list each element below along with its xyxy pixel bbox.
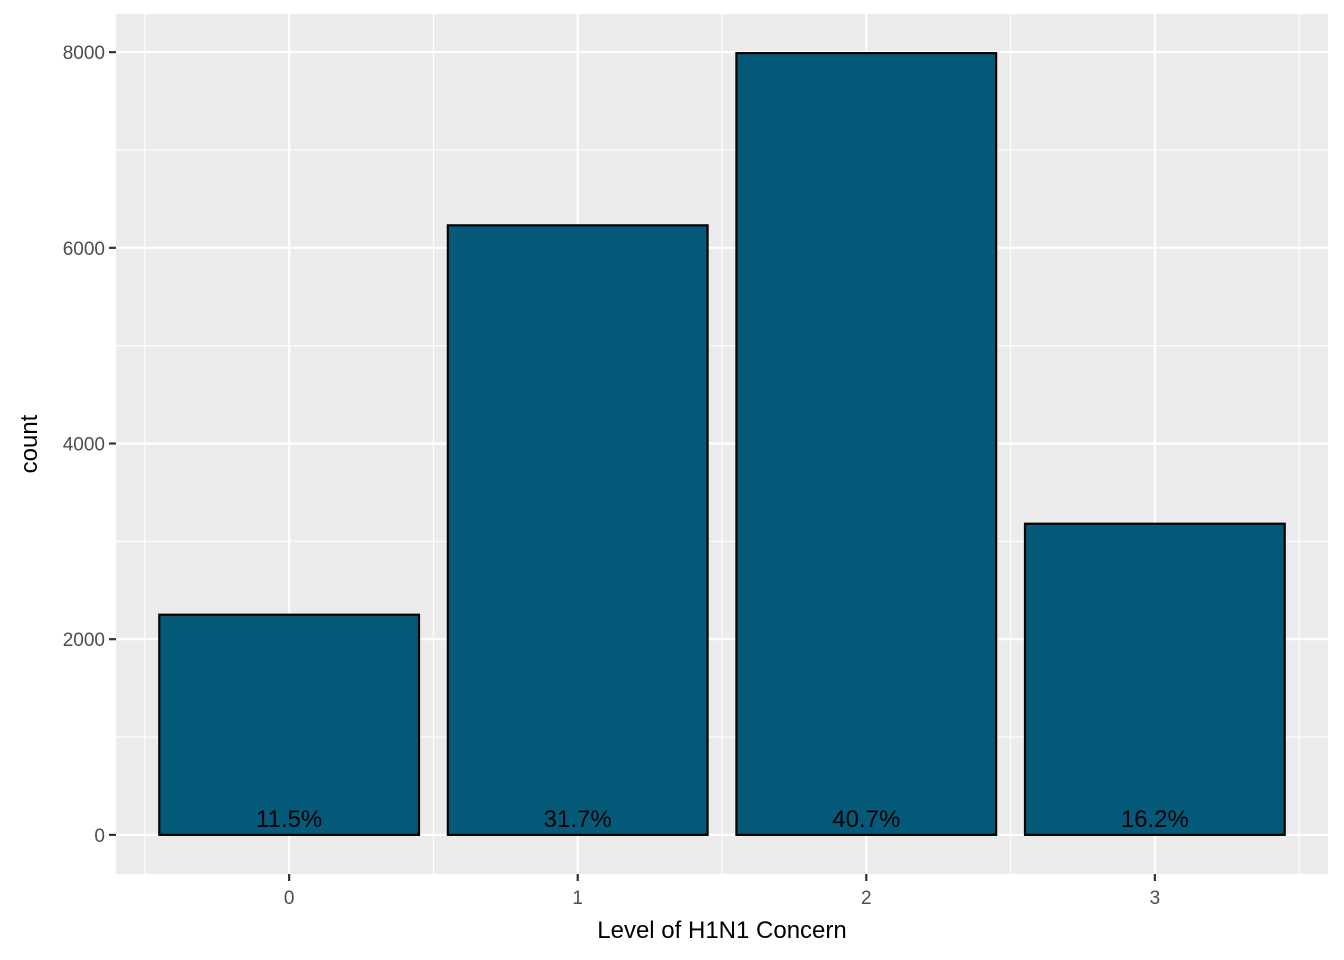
bar-data-label: 11.5% (256, 806, 322, 833)
y-tick-label: 2000 (63, 630, 105, 651)
x-axis-title: Level of H1N1 Concern (597, 917, 846, 944)
x-tick-label: 3 (1150, 888, 1161, 909)
bar-data-label: 31.7% (544, 806, 612, 833)
x-tick-label: 0 (284, 888, 295, 909)
bar (735, 52, 998, 836)
data-labels: 11.5% 31.7% 40.7% 16.2% (256, 806, 1189, 833)
bar (446, 224, 709, 836)
y-axis-title: count (16, 414, 43, 473)
bar-data-label: 40.7% (832, 806, 900, 833)
bar (1023, 522, 1286, 836)
y-axis: 0 2000 4000 6000 8000 (63, 43, 116, 847)
bars (158, 52, 1286, 836)
y-tick-label: 8000 (63, 43, 105, 64)
bar-data-label: 16.2% (1121, 806, 1189, 833)
y-tick-label: 6000 (63, 239, 105, 260)
x-tick-label: 2 (861, 888, 872, 909)
x-tick-label: 1 (572, 888, 583, 909)
y-tick-label: 0 (94, 826, 105, 847)
y-tick-label: 4000 (63, 435, 105, 456)
x-axis: 0 1 2 3 (284, 874, 1160, 909)
bar (158, 613, 421, 836)
